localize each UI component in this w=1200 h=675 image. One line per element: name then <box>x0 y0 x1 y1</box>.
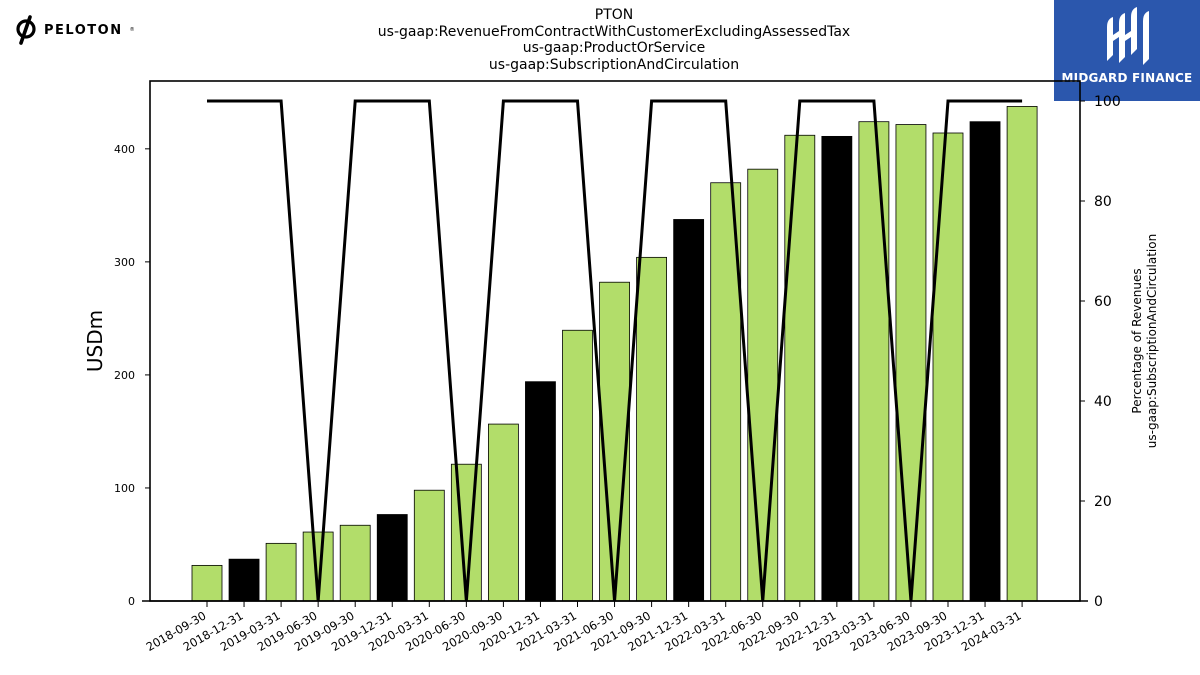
midgard-finance-logo-text: MIDGARD FINANCE <box>1061 71 1193 85</box>
peloton-registered-mark: ® <box>129 27 135 33</box>
midgard-m-icon <box>1107 7 1149 65</box>
y2-tick-label: 80 <box>1094 194 1112 210</box>
right-axis-label: Percentage of Revenues <box>1130 268 1144 413</box>
bar <box>339 524 371 602</box>
bar <box>895 124 927 602</box>
y-tick-label: 100 <box>114 482 135 495</box>
chart-title-line: us-gaap:RevenueFromContractWithCustomerE… <box>377 23 851 40</box>
chart-title-line: us-gaap:SubscriptionAndCirculation <box>488 56 740 73</box>
bar <box>969 121 1001 602</box>
midgard-finance-logo: MIDGARD FINANCE <box>1054 0 1200 101</box>
right-axis-label: us-gaap:SubscriptionAndCirculation <box>1145 234 1159 448</box>
bar <box>525 381 556 602</box>
bar <box>191 564 223 602</box>
peloton-logo-text: PELOTON <box>44 22 123 38</box>
chart-title-line: PTON <box>594 7 634 23</box>
bar <box>636 256 667 602</box>
bar <box>858 121 890 602</box>
y-tick-label: 300 <box>114 256 135 269</box>
bar <box>821 135 853 602</box>
bar <box>784 134 816 602</box>
bar <box>413 489 445 602</box>
bar <box>376 514 408 602</box>
bar <box>673 219 705 602</box>
bar <box>747 168 779 602</box>
bar <box>599 281 630 602</box>
bar <box>1006 106 1038 602</box>
left-y-axis-ticks: 0 100 200 300 400 <box>114 143 150 608</box>
peloton-logo: PELOTON ® <box>14 14 135 46</box>
y2-tick-label: 100 <box>1094 94 1121 110</box>
y-axis-label: USDm <box>83 310 107 372</box>
chart-title: PTON us-gaap:RevenueFromContractWithCust… <box>300 7 928 73</box>
y-tick-label: 0 <box>128 595 135 608</box>
y2-tick-label: 60 <box>1094 294 1112 310</box>
y-tick-label: 200 <box>114 369 135 382</box>
x-axis-ticks: 2018-09-302018-12-312019-03-312019-06-30… <box>144 601 1024 654</box>
bar <box>228 558 260 602</box>
bar <box>487 423 519 602</box>
peloton-mark-icon <box>16 15 36 45</box>
bar <box>450 463 482 602</box>
y2-tick-label: 20 <box>1094 494 1112 510</box>
bar <box>562 329 593 602</box>
chart-title-line: us-gaap:ProductOrService <box>522 40 706 56</box>
bar <box>932 132 964 602</box>
y-tick-label: 400 <box>114 143 135 156</box>
y2-tick-label: 40 <box>1094 394 1112 410</box>
y2-tick-label: 0 <box>1094 594 1103 610</box>
bar <box>265 542 297 602</box>
bar-series <box>191 106 1038 602</box>
right-y-axis-ticks: 0 20 40 60 80 100 <box>1080 94 1121 610</box>
